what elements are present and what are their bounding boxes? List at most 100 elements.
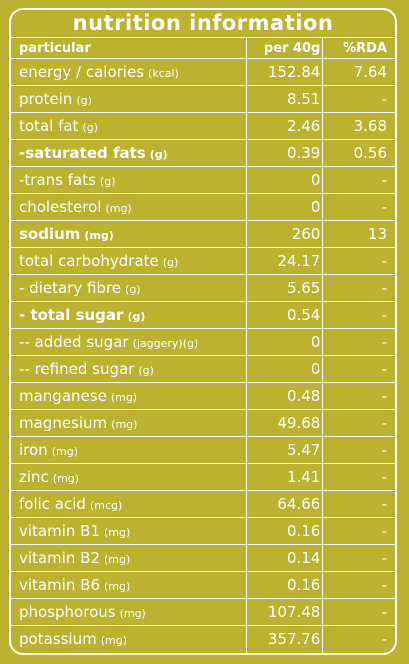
- nutrient-label: -saturated fats: [19, 144, 146, 162]
- nutrient-value: 0: [310, 333, 321, 351]
- table-row: -- refined sugar (g) 0 -: [11, 355, 395, 382]
- nutrient-label: - total sugar: [19, 306, 124, 324]
- nutrient-rda: -: [381, 279, 387, 297]
- nutrient-rda: 3.68: [353, 117, 387, 135]
- nutrient-label: total fat: [19, 117, 79, 135]
- nutrient-name: - total sugar (g): [11, 306, 245, 324]
- nutrient-unit: (mg): [104, 553, 131, 566]
- nutrition-panel: nutrition information particular per 40g…: [9, 8, 397, 655]
- nutrient-label: folic acid: [19, 495, 86, 513]
- table-row: folic acid (mcg) 64.66 -: [11, 490, 395, 517]
- nutrient-name: energy / calories (kcal): [11, 63, 245, 81]
- nutrient-value: 5.65: [286, 279, 321, 297]
- nutrient-unit: (g): [125, 283, 141, 296]
- nutrient-name: magnesium (mg): [11, 414, 245, 432]
- nutrient-value: 49.68: [277, 414, 321, 432]
- nutrient-rda: -: [381, 441, 387, 459]
- table-row: sodium (mg) 260 13: [11, 220, 395, 247]
- table-row: vitamin B6 (mg) 0.16 -: [11, 571, 395, 598]
- nutrient-value: 1.41: [286, 468, 321, 486]
- nutrient-value: 0.16: [286, 522, 321, 540]
- nutrient-name: total carbohydrate (g): [11, 252, 245, 270]
- nutrient-name: -- added sugar (jaggery)(g): [11, 333, 245, 351]
- nutrient-value: 5.47: [286, 441, 321, 459]
- header-particular: particular: [19, 40, 91, 56]
- table-row: total carbohydrate (g) 24.17 -: [11, 247, 395, 274]
- nutrient-rda: -: [381, 603, 387, 621]
- table-row: potassium (mg) 357.76 -: [11, 625, 395, 652]
- nutrient-rows: energy / calories (kcal) 152.84 7.64 protein…: [11, 58, 395, 652]
- nutrient-value: 0.48: [286, 387, 321, 405]
- table-header: particular per 40g %RDA: [11, 37, 395, 58]
- nutrient-name: - dietary fibre (g): [11, 279, 245, 297]
- table-row: vitamin B2 (mg) 0.14 -: [11, 544, 395, 571]
- table-row: - dietary fibre (g) 5.65 -: [11, 274, 395, 301]
- nutrient-label: magnesium: [19, 414, 108, 432]
- nutrient-unit: (g): [162, 256, 179, 269]
- nutrient-unit: (g): [127, 310, 146, 323]
- nutrient-rda: 7.64: [353, 63, 387, 81]
- nutrient-rda: -: [381, 630, 387, 648]
- nutrient-value: 0.39: [286, 144, 321, 162]
- nutrient-name: -- refined sugar (g): [11, 360, 245, 378]
- nutrient-label: -- added sugar: [19, 333, 129, 351]
- nutrient-rda: -: [381, 576, 387, 594]
- nutrient-unit: (mg): [52, 472, 80, 485]
- nutrient-rda: -: [381, 333, 387, 351]
- nutrient-rda: -: [381, 90, 387, 108]
- table-row: vitamin B1 (mg) 0.16 -: [11, 517, 395, 544]
- nutrient-label: energy / calories: [19, 63, 145, 81]
- table-row: phosphorous (mg) 107.48 -: [11, 598, 395, 625]
- column-divider-2: [322, 37, 323, 653]
- nutrient-name: folic acid (mcg): [11, 495, 245, 513]
- nutrient-unit: (mg): [105, 202, 132, 215]
- nutrient-unit: (mg): [51, 445, 78, 458]
- nutrient-label: zinc: [19, 468, 49, 486]
- nutrient-rda: -: [381, 522, 387, 540]
- nutrient-label: iron: [19, 441, 48, 459]
- nutrient-name: phosphorous (mg): [11, 603, 245, 621]
- table-row: - total sugar (g) 0.54 -: [11, 301, 395, 328]
- nutrient-value: 8.51: [286, 90, 321, 108]
- nutrient-unit: (mg): [100, 634, 127, 647]
- nutrient-unit: (jaggery)(g): [132, 337, 199, 350]
- nutrient-rda: -: [381, 387, 387, 405]
- nutrient-label: -- refined sugar: [19, 360, 135, 378]
- nutrient-unit: (mg): [110, 391, 138, 404]
- table-row: -trans fats (g) 0 -: [11, 166, 395, 193]
- nutrient-rda: 13: [367, 225, 387, 243]
- nutrient-rda: -: [381, 549, 387, 567]
- nutrient-label: protein: [19, 90, 73, 108]
- nutrient-name: -trans fats (g): [11, 171, 245, 189]
- table-row: -saturated fats (g) 0.39 0.56: [11, 139, 395, 166]
- nutrient-label: -trans fats: [19, 171, 96, 189]
- nutrient-value: 152.84: [267, 63, 321, 81]
- nutrient-unit: (mg): [84, 229, 114, 242]
- nutrient-value: 64.66: [277, 495, 321, 513]
- nutrient-rda: 0.56: [353, 144, 387, 162]
- nutrient-unit: (mg): [111, 418, 138, 431]
- nutrient-value: 107.48: [267, 603, 321, 621]
- nutrient-value: 0: [310, 171, 321, 189]
- nutrient-unit: (mg): [104, 526, 131, 539]
- nutrient-name: -saturated fats (g): [11, 144, 245, 162]
- nutrient-name: vitamin B1 (mg): [11, 522, 245, 540]
- table-row: manganese (mg) 0.48 -: [11, 382, 395, 409]
- nutrient-value: 24.17: [277, 252, 321, 270]
- table-row: cholesterol (mg) 0 -: [11, 193, 395, 220]
- panel-title: nutrition information: [72, 11, 334, 35]
- nutrient-value: 0.54: [286, 306, 321, 324]
- nutrient-rda: -: [381, 414, 387, 432]
- nutrient-value: 357.76: [267, 630, 321, 648]
- nutrient-label: potassium: [19, 630, 97, 648]
- nutrient-unit: (mcg): [89, 499, 123, 512]
- nutrient-rda: -: [381, 252, 387, 270]
- nutrient-value: 2.46: [286, 117, 321, 135]
- nutrient-unit: (g): [99, 175, 116, 188]
- nutrient-name: zinc (mg): [11, 468, 245, 486]
- nutrient-label: manganese: [19, 387, 107, 405]
- nutrient-unit: (kcal): [148, 67, 179, 80]
- nutrient-value: 0.16: [286, 576, 321, 594]
- header-per-40g: per 40g: [263, 40, 321, 56]
- nutrient-label: vitamin B1: [19, 522, 101, 540]
